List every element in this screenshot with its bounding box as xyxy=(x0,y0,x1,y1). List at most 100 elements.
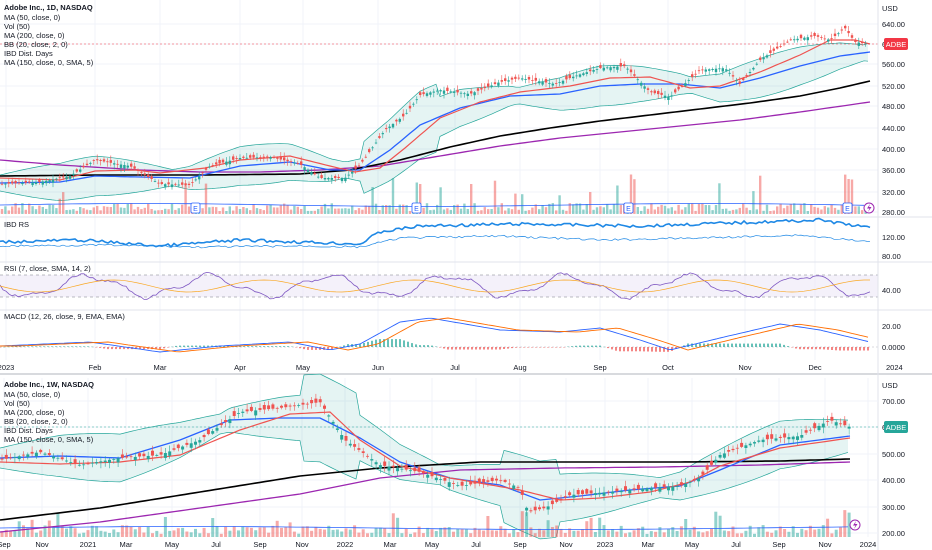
candle[interactable] xyxy=(374,142,378,144)
candle[interactable] xyxy=(113,163,116,165)
candle[interactable] xyxy=(425,93,429,96)
candle[interactable] xyxy=(576,490,580,495)
candle[interactable] xyxy=(633,74,636,76)
candle[interactable] xyxy=(330,178,333,180)
candle[interactable] xyxy=(512,485,516,489)
candle[interactable] xyxy=(452,483,455,484)
candle[interactable] xyxy=(527,77,531,80)
candle[interactable] xyxy=(456,485,460,486)
candle[interactable] xyxy=(419,92,422,95)
candle[interactable] xyxy=(439,90,442,92)
candle[interactable] xyxy=(99,160,102,161)
candle[interactable] xyxy=(524,79,527,80)
candle[interactable] xyxy=(796,38,799,41)
weekly-candles[interactable] xyxy=(0,393,851,517)
candle[interactable] xyxy=(184,183,187,185)
legend-ma50[interactable]: MA (50, close, 0) xyxy=(4,13,61,22)
legend-bb[interactable]: BB (20, close, 2, 0) xyxy=(4,40,68,49)
candle[interactable] xyxy=(26,454,30,458)
candle[interactable] xyxy=(185,442,189,445)
candle[interactable] xyxy=(348,443,352,446)
candle[interactable] xyxy=(296,163,299,164)
candle[interactable] xyxy=(181,446,185,450)
candle[interactable] xyxy=(611,491,615,494)
candle[interactable] xyxy=(99,461,103,463)
candle[interactable] xyxy=(65,460,68,462)
candle[interactable] xyxy=(242,156,245,158)
candle[interactable] xyxy=(578,74,582,77)
candle[interactable] xyxy=(694,73,697,75)
candle[interactable] xyxy=(75,169,78,172)
candle[interactable] xyxy=(215,162,218,165)
candle[interactable] xyxy=(813,423,817,429)
lightning-icon[interactable] xyxy=(863,202,875,214)
candle[interactable] xyxy=(368,149,371,153)
candle[interactable] xyxy=(772,48,775,51)
candle[interactable] xyxy=(357,448,361,450)
candle[interactable] xyxy=(585,72,588,74)
candle[interactable] xyxy=(159,452,163,455)
candle[interactable] xyxy=(280,405,283,408)
candle[interactable] xyxy=(140,172,143,173)
legend-ma200[interactable]: MA (200, close, 0) xyxy=(4,31,65,40)
candle[interactable] xyxy=(310,172,313,175)
candle[interactable] xyxy=(120,454,124,458)
candle[interactable] xyxy=(787,437,791,440)
candle[interactable] xyxy=(167,182,170,185)
candle[interactable] xyxy=(581,490,584,495)
legend-bb[interactable]: BB (20, close, 2, 0) xyxy=(4,417,68,426)
candle[interactable] xyxy=(497,82,500,86)
candle[interactable] xyxy=(398,118,401,122)
candle[interactable] xyxy=(679,482,683,486)
candle[interactable] xyxy=(718,455,722,458)
candle[interactable] xyxy=(69,462,73,463)
candle[interactable] xyxy=(269,157,272,159)
candle[interactable] xyxy=(305,403,309,405)
candle[interactable] xyxy=(187,183,191,185)
candle[interactable] xyxy=(408,105,412,109)
candle[interactable] xyxy=(347,174,350,176)
candle[interactable] xyxy=(816,35,820,37)
candle[interactable] xyxy=(293,162,296,164)
candle[interactable] xyxy=(495,478,498,481)
candle[interactable] xyxy=(753,442,756,444)
candle[interactable] xyxy=(7,182,10,184)
candle[interactable] xyxy=(300,161,303,165)
candle[interactable] xyxy=(770,434,774,439)
candle[interactable] xyxy=(65,176,68,180)
candle[interactable] xyxy=(619,490,623,493)
candle[interactable] xyxy=(92,160,95,161)
candle[interactable] xyxy=(301,402,305,405)
candle[interactable] xyxy=(599,65,602,68)
candle[interactable] xyxy=(388,126,391,129)
candle[interactable] xyxy=(534,77,537,81)
candle[interactable] xyxy=(757,440,761,442)
candle[interactable] xyxy=(609,67,612,71)
candle[interactable] xyxy=(271,404,275,409)
candle[interactable] xyxy=(378,136,381,138)
candle[interactable] xyxy=(391,465,395,468)
candle[interactable] xyxy=(572,76,575,79)
candle[interactable] xyxy=(385,128,388,130)
candle[interactable] xyxy=(533,506,537,511)
candle[interactable] xyxy=(133,456,137,460)
candle[interactable] xyxy=(565,76,568,80)
candle[interactable] xyxy=(228,160,231,165)
candle[interactable] xyxy=(480,88,483,90)
candle[interactable] xyxy=(466,93,469,96)
candle[interactable] xyxy=(551,83,554,86)
candle[interactable] xyxy=(585,489,589,494)
candle[interactable] xyxy=(176,444,180,449)
candle[interactable] xyxy=(791,436,795,440)
candle[interactable] xyxy=(843,420,847,426)
candle[interactable] xyxy=(748,72,752,73)
candle[interactable] xyxy=(245,157,248,159)
candle[interactable] xyxy=(680,86,684,87)
candle[interactable] xyxy=(718,68,721,70)
legend-ma50[interactable]: MA (50, close, 0) xyxy=(4,390,61,399)
candle[interactable] xyxy=(762,57,765,60)
candle[interactable] xyxy=(722,453,726,458)
candle[interactable] xyxy=(728,72,731,74)
candle[interactable] xyxy=(147,174,150,177)
candle[interactable] xyxy=(692,478,696,481)
